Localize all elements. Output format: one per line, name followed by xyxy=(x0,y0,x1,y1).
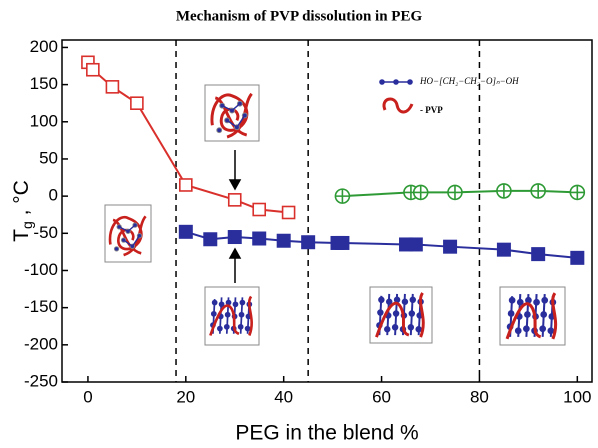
legend-icon xyxy=(382,97,414,114)
data-point xyxy=(443,239,458,254)
marker-square xyxy=(335,235,350,250)
arrow-head xyxy=(228,247,242,259)
illustration xyxy=(210,92,254,139)
data-point xyxy=(252,202,267,217)
y-tick-label: 200 xyxy=(30,37,58,56)
marker-plus xyxy=(570,185,585,200)
illustration xyxy=(374,291,425,339)
x-tick-label: 20 xyxy=(176,387,195,406)
marker-square xyxy=(443,239,458,254)
y-tick-label: -100 xyxy=(24,260,58,279)
illustration xyxy=(108,214,148,257)
legend-icon xyxy=(407,79,413,85)
data-point xyxy=(301,235,316,250)
illustrations xyxy=(104,84,566,346)
marker-plus xyxy=(335,189,350,204)
data-point xyxy=(178,224,193,239)
data-point xyxy=(408,237,423,252)
marker-square xyxy=(203,232,218,247)
data-point xyxy=(335,235,350,250)
marker-square xyxy=(178,224,193,239)
marker-square xyxy=(105,80,120,94)
illustration xyxy=(505,291,558,341)
illustration-box xyxy=(369,286,433,344)
data-point xyxy=(530,183,546,199)
marker-square xyxy=(301,235,316,250)
x-axis-label: PEG in the blend % xyxy=(235,422,418,445)
marker-square xyxy=(276,233,291,248)
illustration xyxy=(208,294,254,338)
x-tick-label: 100 xyxy=(563,387,591,406)
legend-label: HO−[CH₂−CH₂−O]ₙ−OH xyxy=(419,76,519,86)
data-point xyxy=(570,250,585,265)
data-point xyxy=(412,184,429,201)
legend-icon xyxy=(393,79,399,85)
y-tick-label: -200 xyxy=(24,334,58,353)
marker-square xyxy=(130,96,144,110)
marker-square xyxy=(252,202,267,217)
y-tick-label: 0 xyxy=(49,186,58,205)
x-tick-label: 40 xyxy=(274,387,293,406)
legend-label: - PVP xyxy=(420,105,443,115)
y-axis-label: Tg , °C xyxy=(10,180,35,242)
data-point xyxy=(179,178,193,192)
data-point xyxy=(496,183,512,199)
illustration-box xyxy=(204,84,260,142)
data-point xyxy=(569,184,586,201)
illustration-box xyxy=(204,286,260,346)
data-point xyxy=(334,188,351,204)
plot-frame xyxy=(61,39,593,383)
series-line xyxy=(185,230,578,259)
marker-square xyxy=(227,230,242,245)
data-point xyxy=(227,193,242,207)
illustration-box xyxy=(104,204,152,263)
marker-square xyxy=(227,193,242,207)
marker-plus xyxy=(413,185,428,200)
marker-square xyxy=(252,231,267,246)
data-point xyxy=(276,233,291,248)
arrows xyxy=(228,150,242,283)
y-tick-label: 150 xyxy=(30,74,58,93)
data-point xyxy=(531,247,546,262)
y-tick-label: -250 xyxy=(24,371,58,390)
y-label-unit: , °C xyxy=(10,180,33,221)
data-point xyxy=(203,232,218,247)
marker-square xyxy=(531,247,546,262)
legend: HO−[CH₂−CH₂−O]ₙ−OH - PVP xyxy=(379,76,519,115)
arrow-head xyxy=(228,179,242,191)
x-tick-label: 80 xyxy=(470,387,489,406)
y-label-main: T xyxy=(10,229,33,242)
data-point xyxy=(252,231,267,246)
marker-square xyxy=(570,250,585,265)
marker-plus xyxy=(447,185,462,200)
y-tick-label: -50 xyxy=(33,223,58,242)
data-point xyxy=(86,62,100,77)
y-tick-label: 100 xyxy=(30,111,58,130)
chart-title: Mechanism of PVP dissolution in PEG xyxy=(176,8,423,24)
y-tick-label: -150 xyxy=(24,297,58,316)
data-point xyxy=(281,205,296,220)
data-point xyxy=(130,96,144,110)
x-tick-label: 0 xyxy=(83,387,92,406)
marker-square xyxy=(408,237,423,252)
marker-square xyxy=(496,242,511,257)
marker-square xyxy=(86,62,100,77)
y-tick-label: 50 xyxy=(39,148,58,167)
x-tick-label: 60 xyxy=(372,387,391,406)
y-label-sub: g xyxy=(19,221,35,229)
data-point xyxy=(227,230,242,245)
data-point xyxy=(447,184,463,201)
marker-plus xyxy=(496,183,511,198)
marker-plus xyxy=(531,183,546,198)
marker-square xyxy=(179,178,193,192)
illustration-box xyxy=(499,286,566,346)
data-point xyxy=(496,242,511,257)
legend-icon xyxy=(379,79,385,85)
marker-square xyxy=(281,205,296,220)
data-point xyxy=(105,80,120,94)
